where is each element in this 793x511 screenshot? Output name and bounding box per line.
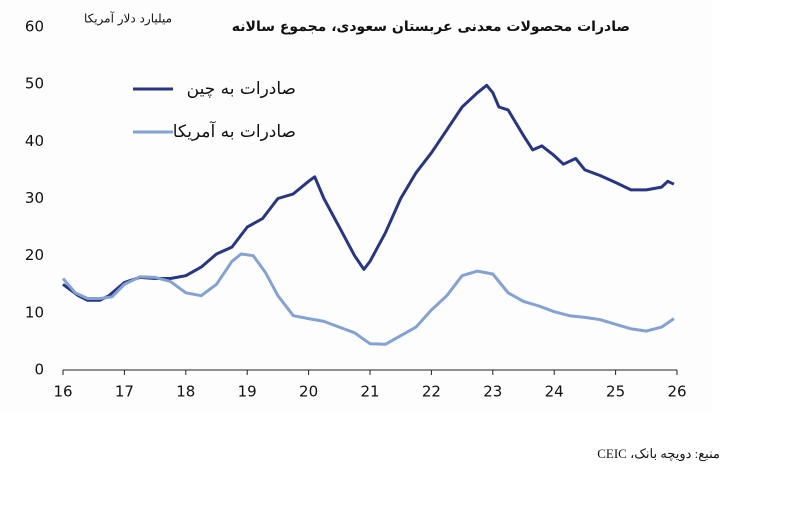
y-tick-label: 0 xyxy=(34,361,44,379)
x-tick-label: 22 xyxy=(422,383,441,401)
y-tick-label: 20 xyxy=(25,246,44,264)
series-line xyxy=(61,252,675,346)
chart-background xyxy=(0,0,712,412)
y-axis-label: میلیارد دلار آمریکا xyxy=(84,11,172,27)
x-tick-label: 18 xyxy=(176,383,195,401)
x-tick-label: 25 xyxy=(606,383,625,401)
x-tick-label: 26 xyxy=(667,383,686,401)
chart-title: صادرات محصولات معدنی عربستان سعودی، مجمو… xyxy=(232,19,630,35)
x-tick-label: 17 xyxy=(115,383,134,401)
x-tick-label: 24 xyxy=(545,383,564,401)
x-tick-label: 20 xyxy=(299,383,318,401)
y-tick-label: 30 xyxy=(25,189,44,207)
x-tick-label: 21 xyxy=(360,383,379,401)
source: منبع: دویچه بانک، CEIC xyxy=(597,446,720,462)
x-tick-label: 23 xyxy=(483,383,502,401)
legend-label: صادرات به آمریکا xyxy=(173,120,296,142)
y-tick-label: 40 xyxy=(25,132,44,150)
y-tick-label: 60 xyxy=(25,18,44,36)
x-tick-label: 19 xyxy=(238,383,257,401)
x-tick-label: 16 xyxy=(53,383,72,401)
y-tick-label: 10 xyxy=(25,303,44,321)
legend-label: صادرات به چین xyxy=(187,79,296,99)
series-line xyxy=(62,83,675,302)
y-tick-label: 50 xyxy=(25,75,44,93)
